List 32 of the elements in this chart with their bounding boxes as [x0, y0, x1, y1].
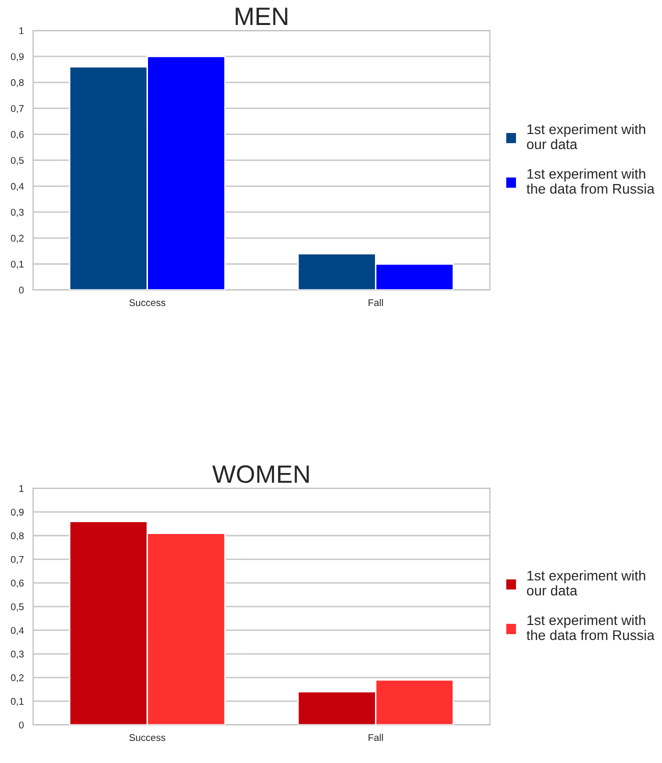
y-tick-label: 0,7	[10, 105, 24, 114]
y-tick-label: 0,8	[10, 79, 24, 88]
y-tick-label: 0,3	[10, 650, 24, 659]
legend-label: 1st experiment with our data	[526, 570, 646, 596]
y-tick-label: 0,1	[10, 260, 24, 269]
y-tick-label: 0,5	[10, 156, 24, 165]
legend-label: 1st experiment with the data from Russia	[526, 168, 655, 194]
x-tick-label: Fall	[368, 298, 383, 306]
y-tick-label: 0,2	[10, 674, 24, 682]
y-tick-label: 0,3	[10, 208, 24, 217]
y-tick-label: 0,4	[10, 626, 24, 636]
y-tick-label: 0	[19, 286, 24, 294]
legend-label: 1st experiment with the data from Russia	[526, 614, 655, 640]
y-tick-label: 0,4	[10, 182, 24, 191]
y-tick-label: 0,6	[10, 580, 24, 588]
chart-title: WOMEN	[212, 465, 309, 484]
y-tick-label: 0	[19, 722, 24, 728]
legend-label: 1st experiment with our data	[526, 124, 646, 150]
x-tick-label: Success	[129, 734, 166, 742]
y-tick-label: 0,2	[10, 234, 24, 243]
y-tick-label: 1	[19, 27, 24, 34]
y-tick-label: 0,1	[10, 698, 24, 706]
chart-title: MEN	[236, 8, 288, 25]
x-tick-label: Success	[129, 299, 166, 306]
y-tick-label: 0,8	[10, 532, 24, 540]
x-tick-label: Fall	[368, 734, 383, 742]
y-tick-label: 0,9	[10, 508, 24, 517]
y-tick-label: 0,9	[10, 53, 24, 62]
y-tick-label: 0,6	[10, 131, 24, 140]
y-tick-label: 1	[19, 485, 24, 492]
y-tick-label: 0,5	[10, 603, 24, 612]
y-tick-label: 0,7	[10, 556, 24, 564]
